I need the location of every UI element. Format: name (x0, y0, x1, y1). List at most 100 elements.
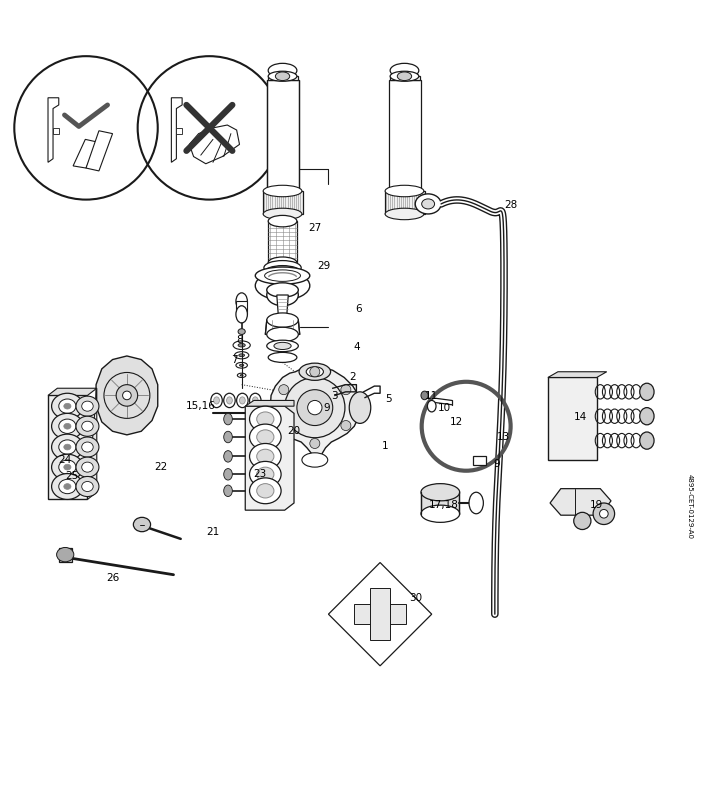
Text: 22: 22 (154, 462, 167, 472)
Ellipse shape (310, 438, 320, 448)
Ellipse shape (428, 401, 436, 412)
Ellipse shape (257, 430, 274, 444)
Ellipse shape (76, 476, 99, 496)
Text: 28: 28 (504, 200, 517, 211)
Circle shape (600, 509, 608, 518)
Ellipse shape (275, 72, 289, 81)
Polygon shape (328, 563, 432, 666)
Ellipse shape (306, 367, 323, 377)
Ellipse shape (250, 424, 281, 450)
Ellipse shape (238, 373, 246, 377)
Ellipse shape (639, 408, 654, 425)
Ellipse shape (59, 419, 76, 433)
Ellipse shape (224, 451, 233, 462)
Ellipse shape (274, 342, 291, 350)
Ellipse shape (81, 421, 93, 431)
Ellipse shape (253, 397, 258, 404)
Polygon shape (421, 492, 459, 514)
Ellipse shape (211, 393, 222, 408)
Ellipse shape (240, 397, 246, 404)
Ellipse shape (268, 71, 297, 81)
Circle shape (307, 401, 322, 415)
Text: 20: 20 (287, 426, 300, 437)
Circle shape (116, 385, 138, 406)
Ellipse shape (341, 385, 351, 395)
Text: 7: 7 (231, 354, 238, 365)
Polygon shape (48, 98, 59, 162)
Ellipse shape (81, 442, 93, 452)
Polygon shape (268, 221, 297, 263)
Polygon shape (246, 406, 294, 510)
Circle shape (284, 377, 345, 438)
Ellipse shape (238, 329, 246, 334)
Ellipse shape (133, 517, 150, 531)
Ellipse shape (264, 185, 302, 197)
Text: 15,16: 15,16 (186, 401, 216, 411)
Polygon shape (354, 604, 406, 625)
Ellipse shape (250, 461, 281, 488)
Ellipse shape (422, 199, 435, 209)
Polygon shape (86, 131, 112, 171)
Ellipse shape (76, 457, 99, 477)
Ellipse shape (250, 406, 281, 432)
Ellipse shape (235, 352, 249, 359)
Ellipse shape (59, 399, 76, 413)
Text: 10: 10 (437, 403, 451, 413)
Ellipse shape (256, 267, 310, 284)
Polygon shape (550, 488, 611, 516)
Polygon shape (236, 302, 248, 314)
Ellipse shape (264, 261, 301, 275)
Ellipse shape (52, 454, 83, 480)
Ellipse shape (639, 383, 654, 401)
Ellipse shape (81, 481, 93, 492)
Ellipse shape (264, 208, 302, 219)
Ellipse shape (299, 363, 330, 381)
Polygon shape (176, 128, 182, 133)
Ellipse shape (233, 341, 251, 350)
Ellipse shape (310, 367, 320, 377)
Text: 26: 26 (106, 573, 120, 583)
Ellipse shape (257, 412, 274, 426)
Text: 21: 21 (207, 527, 220, 537)
Polygon shape (53, 128, 59, 133)
Ellipse shape (302, 452, 328, 467)
Ellipse shape (59, 460, 76, 474)
Ellipse shape (224, 413, 233, 425)
Ellipse shape (224, 431, 233, 443)
Ellipse shape (415, 194, 441, 214)
Text: 24: 24 (58, 455, 71, 465)
Ellipse shape (268, 257, 297, 268)
Polygon shape (246, 401, 294, 406)
Polygon shape (266, 320, 300, 334)
Polygon shape (268, 77, 297, 80)
Polygon shape (548, 377, 597, 460)
Polygon shape (96, 356, 158, 435)
Ellipse shape (257, 484, 274, 498)
Ellipse shape (240, 374, 243, 376)
Ellipse shape (239, 354, 245, 357)
Ellipse shape (57, 547, 74, 562)
Ellipse shape (224, 485, 233, 496)
Ellipse shape (52, 473, 83, 500)
Ellipse shape (224, 468, 233, 480)
Text: 29: 29 (318, 261, 330, 271)
Polygon shape (385, 191, 425, 214)
Circle shape (574, 512, 591, 530)
Ellipse shape (52, 434, 83, 460)
Ellipse shape (267, 340, 298, 352)
Polygon shape (370, 588, 390, 640)
Polygon shape (171, 98, 182, 162)
Ellipse shape (267, 327, 298, 342)
Text: 27: 27 (308, 223, 321, 233)
Ellipse shape (214, 397, 220, 404)
Ellipse shape (267, 313, 298, 327)
Ellipse shape (52, 393, 83, 419)
Ellipse shape (256, 271, 310, 300)
Ellipse shape (64, 464, 71, 470)
Polygon shape (548, 372, 607, 377)
Ellipse shape (224, 393, 235, 408)
Ellipse shape (64, 444, 71, 450)
Ellipse shape (397, 72, 412, 81)
Text: 5: 5 (385, 394, 392, 404)
Ellipse shape (385, 208, 424, 219)
